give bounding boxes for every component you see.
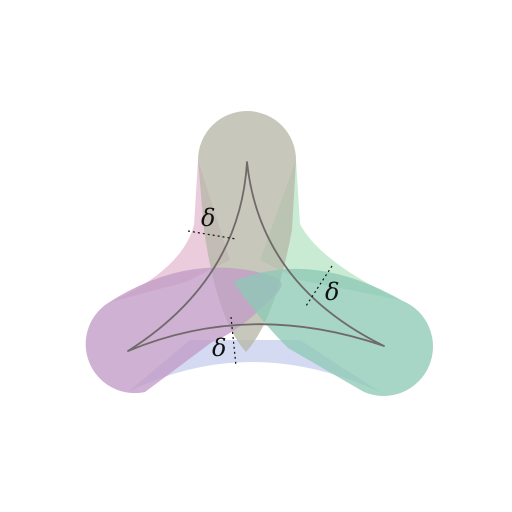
- pink-gap-region: [110, 160, 230, 302]
- bottom-delta-dotted-line: [230, 316, 237, 367]
- left-lobe: [85, 267, 282, 394]
- delta-label-right: δ: [325, 278, 339, 306]
- delta-label-left: δ: [201, 204, 215, 232]
- delta-label-bottom: δ: [212, 334, 226, 362]
- green-gap-region: [260, 160, 400, 300]
- left-delta-dotted-line: [187, 230, 237, 240]
- deltoid-curve: [127, 161, 385, 352]
